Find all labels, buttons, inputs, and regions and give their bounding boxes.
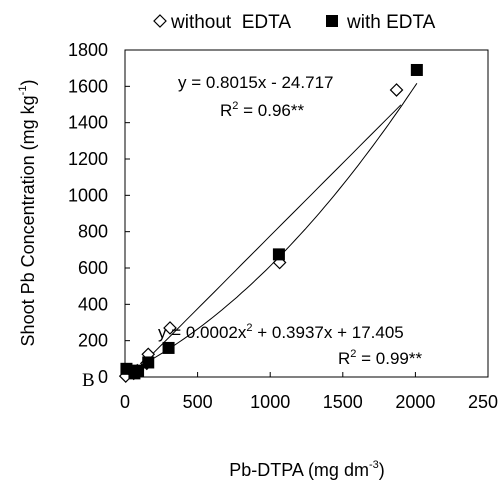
- panel-letter: B: [82, 370, 95, 391]
- legend: without EDTA with EDTA: [153, 12, 436, 33]
- plot-area: [124, 49, 489, 378]
- x-tick-label: 2500: [468, 392, 498, 412]
- x-axis: 0 500 1000 1500 2000 2500: [120, 372, 498, 412]
- point-with-edta: [132, 364, 145, 377]
- data-markers: [118, 63, 423, 383]
- y-axis-title: Shoot Pb Concentration (mg kg-1): [17, 80, 38, 347]
- quadratic-equation: y = 0.0002x2 + 0.3937x + 17.405: [158, 322, 404, 342]
- y-tick-label: 1600: [68, 76, 108, 96]
- point-with-edta: [120, 362, 133, 375]
- y-axis: 0 200 400 600 800 1000 1200 1400 1600 1800: [68, 40, 130, 387]
- linear-fit-line: [124, 104, 402, 378]
- point-with-edta: [410, 63, 423, 76]
- point-without-edta: [389, 83, 404, 97]
- x-tick-label: 2000: [395, 392, 435, 412]
- y-tick-label: 600: [78, 258, 108, 278]
- legend-label-without-edta: without EDTA: [170, 12, 291, 33]
- linear-equation: y = 0.8015x - 24.717: [178, 73, 333, 92]
- point-with-edta: [272, 248, 285, 261]
- legend-marker-without-edta: [153, 14, 167, 28]
- x-tick-label: 0: [120, 392, 130, 412]
- x-tick-label: 1500: [323, 392, 363, 412]
- x-tick-label: 1000: [250, 392, 290, 412]
- point-without-edta: [163, 321, 177, 335]
- linear-r2: R2 = 0.96**: [220, 100, 304, 120]
- x-tick-label: 500: [183, 392, 213, 412]
- legend-label-with-edta: with EDTA: [346, 12, 436, 33]
- y-tick-label: 1800: [68, 40, 108, 60]
- plot-frame: [124, 49, 489, 378]
- y-tick-label: 1200: [68, 149, 108, 169]
- legend-marker-with-edta: [326, 15, 338, 27]
- y-tick-label: 1400: [68, 113, 108, 133]
- y-tick-label: 800: [78, 222, 108, 242]
- y-tick-label: 1000: [68, 185, 108, 205]
- y-tick-label: 0: [98, 367, 108, 387]
- quadratic-r2: R2 = 0.99**: [338, 348, 422, 368]
- x-axis-title: Pb-DTPA (mg dm-3): [229, 459, 384, 480]
- point-with-edta: [162, 341, 175, 354]
- y-tick-label: 200: [78, 331, 108, 351]
- point-with-edta: [142, 356, 155, 369]
- annotations: y = 0.8015x - 24.717 R2 = 0.96** y = 0.0…: [158, 73, 422, 368]
- y-tick-label: 400: [78, 294, 108, 314]
